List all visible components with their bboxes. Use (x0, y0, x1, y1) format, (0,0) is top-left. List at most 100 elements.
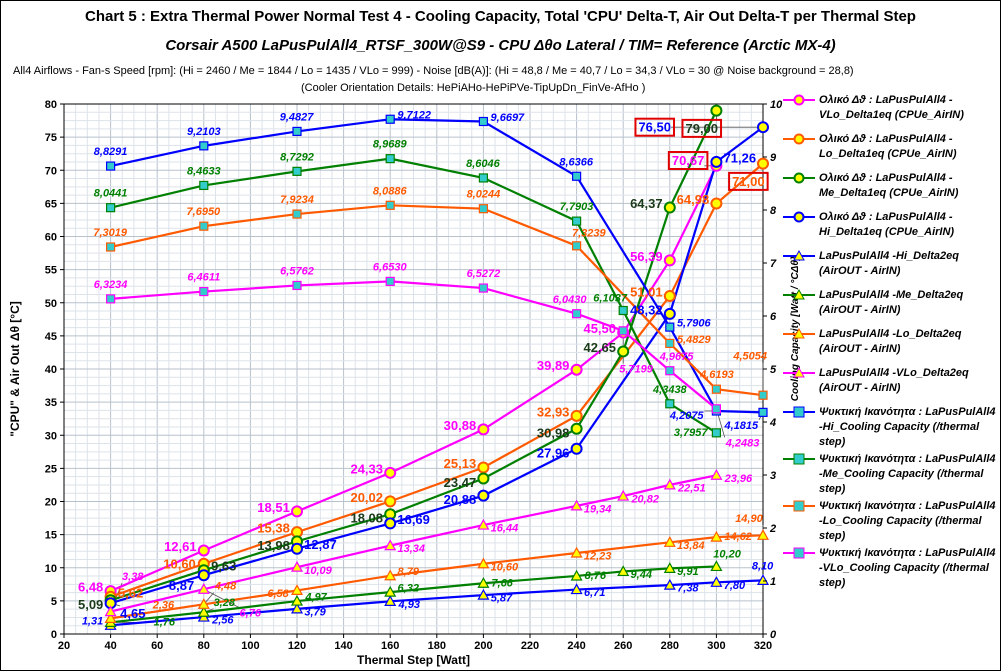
legend-item[interactable]: Ψυκτική Ικανότητα : LaPusPulAll4 -VLo_Co… (779, 546, 999, 591)
triangle-marker (384, 585, 397, 597)
data-label: 6,6530 (373, 261, 408, 273)
data-label: 2,36 (152, 600, 175, 612)
legend-label: Ψυκτική Ικανότητα : LaPusPulAll4 -Lo_Coo… (819, 500, 996, 542)
x-tick-label: 160 (381, 640, 399, 652)
data-label: 13,84 (677, 540, 705, 552)
legend-square-icon (783, 500, 815, 512)
circle-marker (570, 363, 583, 376)
series-layer (104, 104, 770, 630)
legend-item[interactable]: LaPusPulAll4 -Me_Delta2eq (AirOUT - AirI… (779, 288, 999, 318)
square-marker (478, 283, 488, 293)
data-label: 6,0430 (553, 294, 588, 306)
data-label: 8,6366 (559, 156, 594, 168)
circle-marker (570, 442, 583, 455)
data-label: 39,89 (537, 358, 570, 373)
triangle-marker (384, 569, 397, 581)
legend-label: Ψυκτική Ικανότητα : LaPusPulAll4 -VLo_Co… (819, 547, 996, 589)
circle-marker (757, 157, 769, 170)
legend-item[interactable]: Ψυκτική Ικανότητα : LaPusPulAll4 -Me_Coo… (779, 452, 999, 497)
legend-square-icon (783, 547, 815, 559)
data-label: 24,33 (350, 461, 383, 476)
square-marker (665, 322, 675, 332)
x-tick-label: 200 (474, 640, 492, 652)
y2-tick-label: 6 (770, 311, 777, 323)
data-label: 22,51 (677, 482, 706, 494)
square-marker (105, 242, 116, 252)
triangle-marker (197, 582, 210, 594)
legend-circle-icon (783, 172, 815, 184)
data-label: 7,38 (677, 583, 699, 595)
triangle-marker (104, 612, 117, 623)
triangle-marker (617, 565, 630, 577)
square-marker (199, 180, 209, 191)
chart-subtitle: Corsair A500 LaPusPulAll4_RTSF_300W@S9 -… (165, 37, 836, 54)
circle-marker (477, 423, 490, 436)
circle-marker (663, 201, 676, 214)
circle-marker (384, 495, 397, 508)
data-label: 7,7903 (560, 201, 594, 213)
legend-item[interactable]: LaPusPulAll4 -Lo_Delta2eq (AirOUT - AirI… (779, 327, 999, 357)
legend-item[interactable]: Ψυκτική Ικανότητα : LaPusPulAll4 -Lo_Coo… (779, 499, 999, 544)
y2-axis-title: Cooling Capacity [Watt / °CΔθ] (790, 256, 801, 401)
legend-circle-icon (783, 211, 815, 223)
x-tick-label: 220 (521, 640, 539, 652)
y2-tick-label: 9 (770, 152, 777, 164)
y-tick-label: 75 (45, 132, 57, 144)
data-label: 6,32 (398, 583, 419, 595)
triangle-marker (477, 518, 490, 530)
legend-item[interactable]: Ολικό Δϑ : LaPusPulAll4 - Me_Delta1eq (C… (779, 171, 999, 201)
data-label: 5,09 (78, 597, 103, 612)
triangle-marker (477, 588, 490, 600)
data-label: 10,60 (163, 556, 196, 571)
circle-marker (291, 542, 303, 555)
triangle-marker (290, 594, 304, 606)
legend-item[interactable]: LaPusPulAll4 -Hi_Delta2eq (AirOUT - AirI… (779, 249, 999, 279)
data-label: 6,5762 (280, 265, 314, 277)
y-tick-label: 15 (45, 530, 57, 542)
highlight-box (681, 118, 723, 138)
data-label: 15,38 (257, 521, 290, 536)
data-label: 30,98 (537, 425, 570, 440)
data-label: 6,3234 (94, 279, 128, 291)
leader-line (203, 588, 240, 609)
circle-marker (663, 254, 676, 267)
legend-item[interactable]: Ολικό Δϑ : LaPusPulAll4 - Lo_Delta1eq (C… (779, 132, 999, 162)
y-tick-label: 25 (45, 463, 57, 475)
legend-label: LaPusPulAll4 -Lo_Delta2eq (AirOUT - AirI… (819, 328, 962, 355)
legend-label: LaPusPulAll4 -Hi_Delta2eq (AirOUT - AirI… (819, 250, 959, 277)
data-label: 6,5272 (467, 268, 501, 280)
square-marker (571, 309, 582, 319)
y2-tick-label: 2 (769, 523, 776, 535)
data-label: 18,51 (257, 500, 290, 515)
data-label: 70,67 (672, 153, 705, 168)
triangle-marker (384, 595, 397, 606)
data-label: 12,87 (304, 537, 337, 552)
data-label: 42,65 (583, 340, 616, 355)
circle-marker (477, 489, 490, 502)
square-marker (478, 116, 488, 127)
legend-triangle-icon (783, 327, 815, 339)
legend-label: Ολικό Δϑ : LaPusPulAll4 - Lo_Delta1eq (C… (819, 133, 957, 160)
data-label: 3,28 (214, 597, 236, 609)
square-marker (105, 161, 116, 171)
legend-item[interactable]: LaPusPulAll4 -VLo_Delta2eq (AirOUT - Air… (779, 366, 999, 396)
data-label: 14,90 (735, 513, 763, 525)
data-label: 8,0441 (94, 188, 128, 200)
circle-marker (197, 569, 210, 582)
y-tick-label: 50 (45, 298, 57, 310)
data-label: 10,09 (304, 565, 332, 577)
legend-item[interactable]: Ολικό Δϑ : LaPusPulAll4 - Hi_Delta1eq (C… (779, 210, 999, 240)
data-label: 30,88 (444, 418, 477, 433)
data-label: 6,58 (267, 588, 289, 600)
legend-item[interactable]: Ολικό Δϑ : LaPusPulAll4 - VLo_Delta1eq (… (779, 93, 999, 123)
square-marker (105, 294, 116, 304)
triangle-marker (477, 557, 490, 569)
legend-label: Ψυκτική Ικανότητα : LaPusPulAll4 -Me_Coo… (819, 453, 996, 495)
data-label: 9,63 (211, 559, 236, 574)
data-label: 23,96 (724, 473, 753, 485)
legend-label: Ολικό Δϑ : LaPusPulAll4 - Hi_Delta1eq (C… (819, 211, 955, 238)
legend-item[interactable]: Ψυκτική Ικανότητα : LaPusPulAll4 -Hi_Coo… (779, 405, 999, 450)
data-label: 4,1815 (723, 420, 759, 432)
